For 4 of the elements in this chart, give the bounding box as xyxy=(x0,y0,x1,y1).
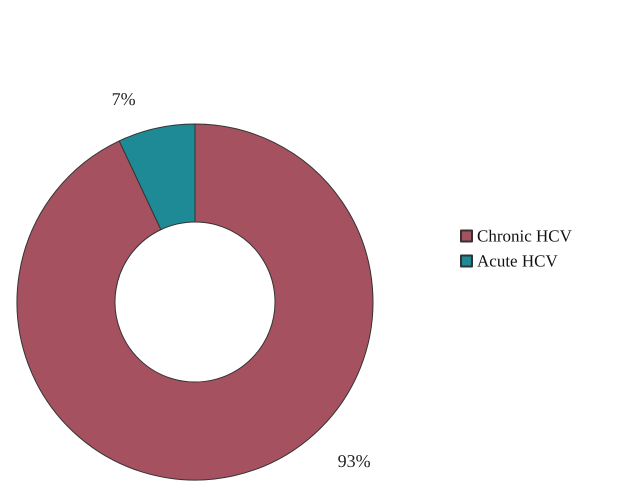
data-label: 7% xyxy=(112,89,136,110)
legend-label: Chronic HCV xyxy=(477,226,573,246)
legend-label: Acute HCV xyxy=(477,252,558,270)
data-label: 93% xyxy=(338,451,371,472)
